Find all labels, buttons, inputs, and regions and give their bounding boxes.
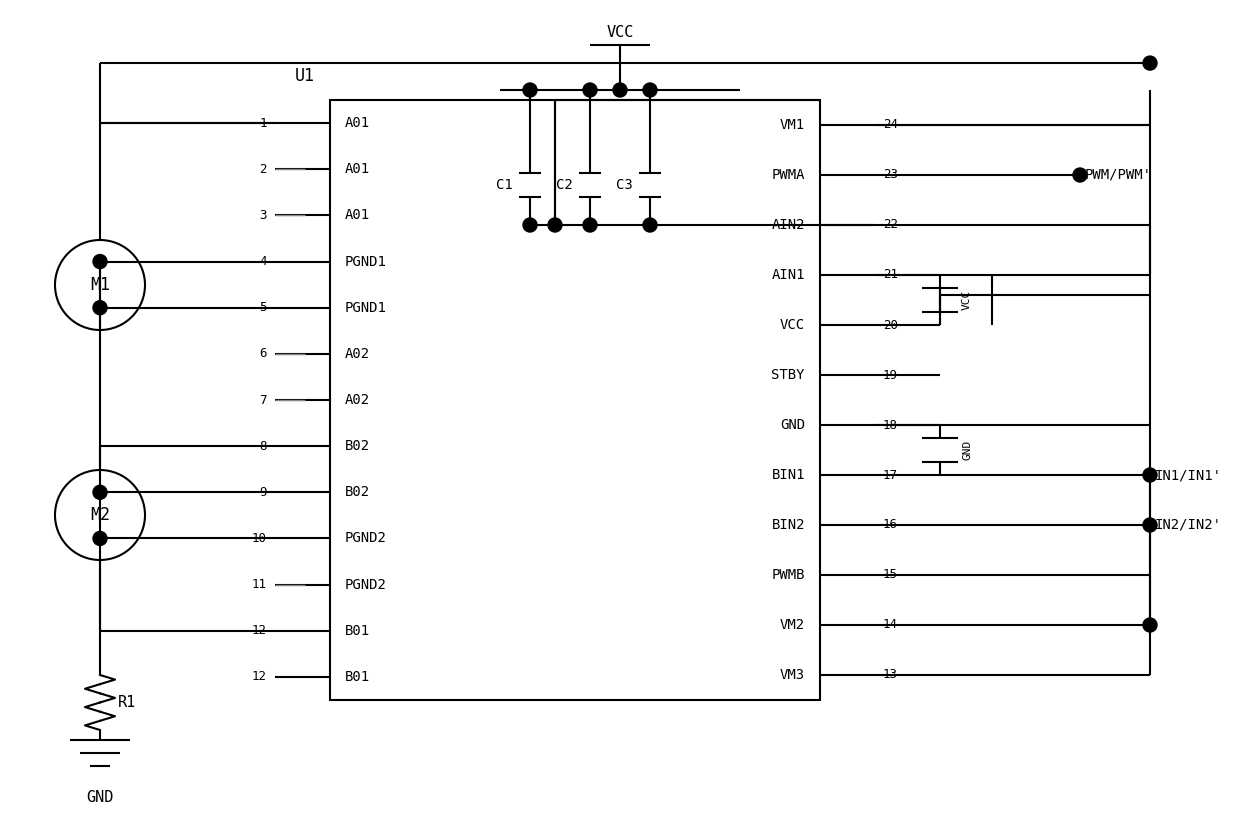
Text: 10: 10 [252, 532, 267, 545]
Text: AIN2: AIN2 [771, 218, 805, 232]
Text: BIN2: BIN2 [771, 518, 805, 532]
Text: 4: 4 [259, 255, 267, 268]
Text: 2: 2 [259, 163, 267, 175]
Text: 9: 9 [259, 486, 267, 498]
Text: 11: 11 [252, 578, 267, 591]
Text: 19: 19 [883, 368, 898, 382]
Text: VM1: VM1 [780, 118, 805, 132]
Circle shape [93, 255, 107, 269]
Text: A01: A01 [345, 116, 370, 130]
Text: PWM/PWM': PWM/PWM' [1085, 168, 1152, 182]
Text: A01: A01 [345, 162, 370, 176]
Text: C3: C3 [616, 178, 632, 192]
Circle shape [583, 83, 596, 97]
Text: C2: C2 [557, 178, 573, 192]
Text: IN2/IN2': IN2/IN2' [1154, 518, 1221, 532]
Circle shape [583, 218, 596, 232]
Text: STBY: STBY [771, 368, 805, 382]
Circle shape [523, 218, 537, 232]
Text: C1: C1 [496, 178, 513, 192]
Bar [330, 100, 820, 700]
Text: 15: 15 [883, 569, 898, 581]
Text: GND: GND [780, 418, 805, 432]
Text: 20: 20 [883, 318, 898, 331]
Text: 8: 8 [259, 440, 267, 453]
Text: GND: GND [962, 440, 972, 460]
Text: PGND2: PGND2 [345, 578, 387, 592]
Text: PWMB: PWMB [771, 568, 805, 582]
Text: VCC: VCC [962, 290, 972, 310]
Circle shape [613, 83, 627, 97]
Text: IN1/IN1': IN1/IN1' [1154, 468, 1221, 482]
Text: VCC: VCC [606, 25, 634, 40]
Text: 14: 14 [883, 619, 898, 631]
Text: PGND1: PGND1 [345, 255, 387, 269]
Text: 6: 6 [259, 347, 267, 361]
Text: 17: 17 [883, 468, 898, 482]
Circle shape [93, 301, 107, 315]
Text: A01: A01 [345, 209, 370, 222]
Circle shape [1073, 168, 1087, 182]
Text: 21: 21 [883, 269, 898, 281]
Text: B01: B01 [345, 624, 370, 638]
Text: M1: M1 [91, 276, 110, 294]
Text: 18: 18 [883, 418, 898, 432]
Text: 13: 13 [883, 669, 898, 681]
Text: 24: 24 [883, 119, 898, 131]
Text: 5: 5 [259, 301, 267, 314]
Text: PGND1: PGND1 [345, 301, 387, 315]
Text: VCC: VCC [780, 318, 805, 332]
Circle shape [1143, 518, 1157, 532]
Circle shape [644, 218, 657, 232]
Text: BIN1: BIN1 [771, 468, 805, 482]
Text: B02: B02 [345, 439, 370, 453]
Text: VM3: VM3 [780, 668, 805, 682]
Text: 22: 22 [883, 219, 898, 231]
Circle shape [93, 531, 107, 545]
Text: PWMA: PWMA [771, 168, 805, 182]
Circle shape [523, 83, 537, 97]
Text: AIN1: AIN1 [771, 268, 805, 282]
Text: 12: 12 [252, 625, 267, 637]
Circle shape [93, 485, 107, 499]
Text: A02: A02 [345, 393, 370, 407]
Circle shape [1143, 618, 1157, 632]
Text: U1: U1 [295, 67, 315, 85]
Text: B02: B02 [345, 485, 370, 499]
Text: PGND2: PGND2 [345, 531, 387, 545]
Text: GND: GND [87, 790, 114, 805]
Text: VM2: VM2 [780, 618, 805, 632]
Text: 7: 7 [259, 393, 267, 407]
Text: 16: 16 [883, 519, 898, 532]
Circle shape [1143, 468, 1157, 482]
Text: B01: B01 [345, 670, 370, 684]
Text: 12: 12 [252, 671, 267, 683]
Text: 3: 3 [259, 209, 267, 222]
Text: R1: R1 [118, 695, 136, 710]
Text: M2: M2 [91, 506, 110, 524]
Circle shape [548, 218, 562, 232]
Text: 1: 1 [259, 117, 267, 129]
Text: A02: A02 [345, 347, 370, 361]
Circle shape [1143, 56, 1157, 70]
Text: 23: 23 [883, 169, 898, 181]
Circle shape [644, 83, 657, 97]
